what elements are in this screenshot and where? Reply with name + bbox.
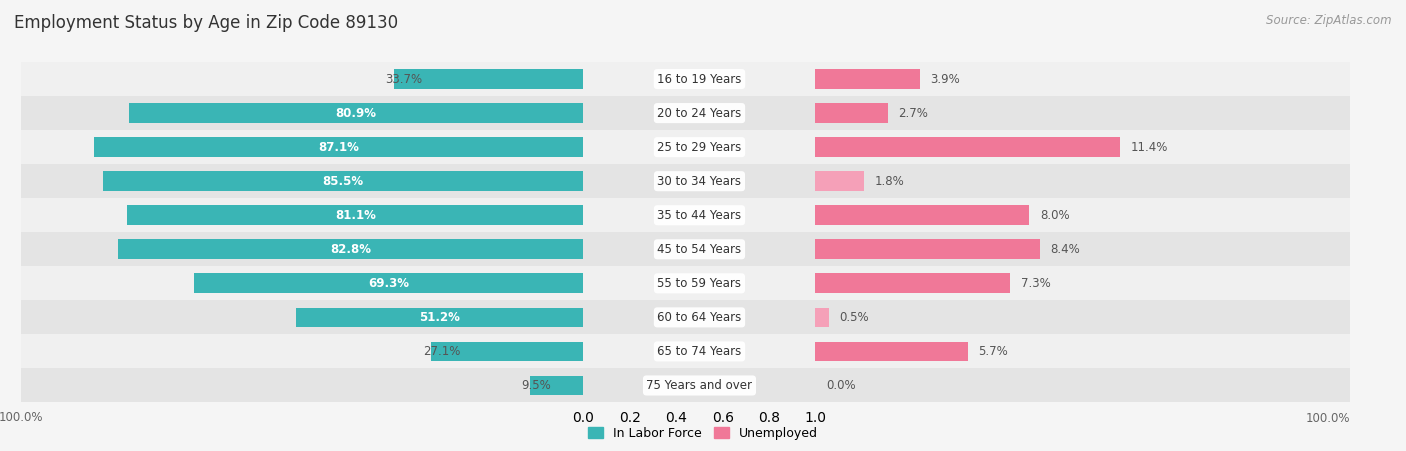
Bar: [0, 96, 1406, 130]
Bar: [0, 334, 1406, 368]
Text: 25 to 29 Years: 25 to 29 Years: [658, 141, 741, 154]
Text: 75 Years and over: 75 Years and over: [647, 379, 752, 392]
Bar: [128, 103, 583, 123]
Text: 20 to 24 Years: 20 to 24 Years: [658, 106, 741, 120]
Text: 81.1%: 81.1%: [335, 209, 375, 222]
Text: 27.1%: 27.1%: [423, 345, 460, 358]
Text: 0.0%: 0.0%: [827, 379, 856, 392]
Text: 5.7%: 5.7%: [979, 345, 1008, 358]
Bar: [815, 308, 830, 327]
Text: 45 to 54 Years: 45 to 54 Years: [658, 243, 741, 256]
Text: 87.1%: 87.1%: [318, 141, 359, 154]
Text: 30 to 34 Years: 30 to 34 Years: [658, 175, 741, 188]
Text: 11.4%: 11.4%: [1130, 141, 1168, 154]
Bar: [0, 164, 1406, 198]
Text: 1.8%: 1.8%: [875, 175, 904, 188]
Bar: [0, 130, 1406, 164]
Bar: [0, 300, 1406, 334]
Bar: [0, 130, 1406, 164]
Bar: [815, 137, 1121, 157]
Text: 55 to 59 Years: 55 to 59 Years: [658, 277, 741, 290]
Bar: [0, 164, 1406, 198]
Bar: [0, 232, 1406, 266]
Text: 85.5%: 85.5%: [322, 175, 364, 188]
Text: 100.0%: 100.0%: [1305, 412, 1350, 425]
Bar: [0, 232, 1406, 266]
Text: 51.2%: 51.2%: [419, 311, 460, 324]
Text: 33.7%: 33.7%: [385, 73, 423, 86]
Bar: [530, 376, 583, 396]
Bar: [0, 266, 1406, 300]
Bar: [0, 368, 1406, 402]
Bar: [128, 205, 583, 225]
Bar: [0, 368, 1406, 402]
Bar: [0, 198, 1406, 232]
Bar: [815, 273, 1011, 293]
Bar: [815, 341, 967, 361]
Text: 69.3%: 69.3%: [368, 277, 409, 290]
Bar: [815, 239, 1040, 259]
Bar: [0, 96, 1406, 130]
Bar: [815, 171, 863, 191]
Bar: [0, 266, 1406, 300]
Text: 3.9%: 3.9%: [931, 73, 960, 86]
Bar: [0, 62, 1406, 96]
Bar: [118, 239, 583, 259]
Bar: [815, 205, 1029, 225]
Text: 8.0%: 8.0%: [1040, 209, 1070, 222]
Bar: [0, 62, 1406, 96]
Text: Source: ZipAtlas.com: Source: ZipAtlas.com: [1267, 14, 1392, 27]
Bar: [0, 130, 1406, 164]
Bar: [0, 96, 1406, 130]
Bar: [94, 137, 583, 157]
Text: 0.5%: 0.5%: [839, 311, 869, 324]
Text: 82.8%: 82.8%: [330, 243, 371, 256]
Text: 35 to 44 Years: 35 to 44 Years: [658, 209, 741, 222]
Bar: [194, 273, 583, 293]
Bar: [295, 308, 583, 327]
Bar: [815, 69, 920, 89]
Text: 8.4%: 8.4%: [1050, 243, 1080, 256]
Text: 80.9%: 80.9%: [336, 106, 377, 120]
Bar: [394, 69, 583, 89]
Text: 2.7%: 2.7%: [898, 106, 928, 120]
Bar: [0, 198, 1406, 232]
Text: 9.5%: 9.5%: [522, 379, 551, 392]
Text: 16 to 19 Years: 16 to 19 Years: [657, 73, 742, 86]
Text: 7.3%: 7.3%: [1021, 277, 1050, 290]
Bar: [0, 164, 1406, 198]
Bar: [0, 266, 1406, 300]
Bar: [0, 62, 1406, 96]
Bar: [0, 300, 1406, 334]
Bar: [815, 103, 887, 123]
Text: 65 to 74 Years: 65 to 74 Years: [658, 345, 741, 358]
Bar: [103, 171, 583, 191]
Text: Employment Status by Age in Zip Code 89130: Employment Status by Age in Zip Code 891…: [14, 14, 398, 32]
Bar: [0, 232, 1406, 266]
Bar: [0, 198, 1406, 232]
Bar: [0, 334, 1406, 368]
Bar: [432, 341, 583, 361]
Legend: In Labor Force, Unemployed: In Labor Force, Unemployed: [583, 422, 823, 445]
Bar: [0, 368, 1406, 402]
Bar: [0, 300, 1406, 334]
Bar: [0, 334, 1406, 368]
Text: 60 to 64 Years: 60 to 64 Years: [658, 311, 741, 324]
